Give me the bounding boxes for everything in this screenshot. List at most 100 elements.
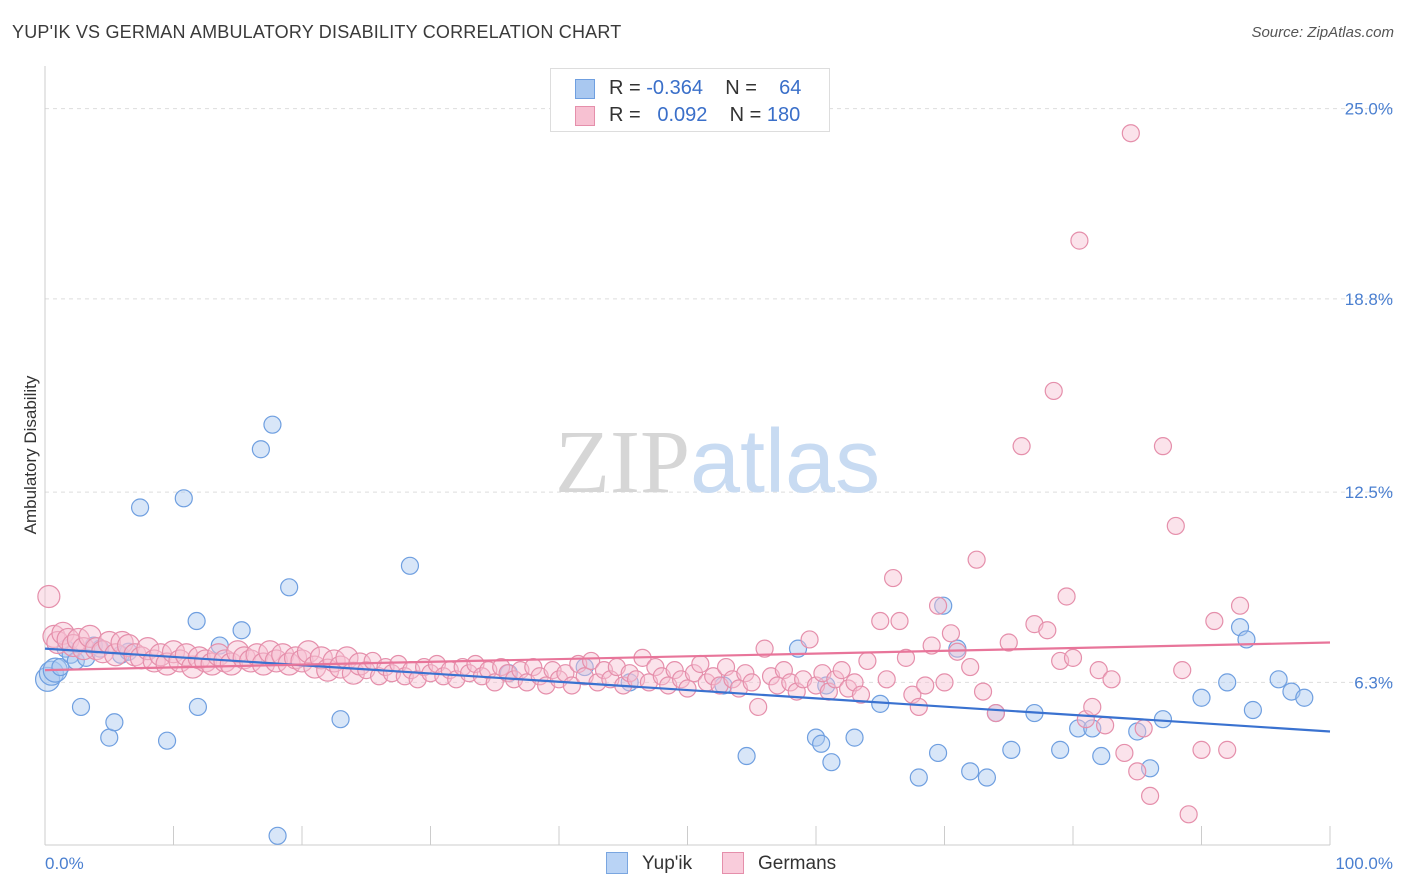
- yupik-point: [909, 768, 928, 787]
- germans-point: [1115, 743, 1134, 763]
- germans-point: [826, 670, 845, 689]
- germans-point: [922, 636, 941, 655]
- germans-point: [1038, 621, 1057, 640]
- germans-point: [226, 640, 250, 664]
- yupik-point: [822, 753, 841, 772]
- germans-point: [755, 639, 774, 658]
- watermark-zip: ZIP: [555, 413, 690, 512]
- yupik-point: [1002, 740, 1021, 759]
- germans-point: [1134, 719, 1153, 738]
- germans-point: [1012, 437, 1031, 456]
- germans-point: [42, 624, 66, 648]
- germans-point: [896, 648, 916, 667]
- yupik-point: [174, 489, 193, 508]
- germans-point: [877, 670, 896, 689]
- legend-n-label: N =: [729, 104, 762, 126]
- yupik-point: [51, 657, 70, 677]
- yupik-point: [188, 697, 208, 717]
- germans-point: [928, 596, 948, 615]
- yupik-point: [934, 596, 953, 615]
- germans-point: [1096, 716, 1115, 735]
- germans-point: [1192, 740, 1211, 759]
- germans-trendline: [44, 641, 1331, 672]
- germans-point: [71, 637, 96, 661]
- germans-point: [1089, 661, 1108, 680]
- yupik-point: [1051, 740, 1070, 759]
- watermark: ZIPatlas: [555, 412, 880, 512]
- yupik-point: [105, 713, 124, 732]
- germans-point: [691, 654, 710, 674]
- germans-point: [296, 640, 321, 664]
- germans-point: [37, 584, 61, 609]
- yupik-point: [812, 734, 831, 753]
- germans-point: [1057, 587, 1076, 606]
- source-label: Source: ZipAtlas.com: [1251, 24, 1394, 41]
- chart-title: YUP'IK VS GERMAN AMBULATORY DISABILITY C…: [12, 22, 622, 42]
- yupik-point: [268, 826, 287, 845]
- germans-point: [883, 568, 903, 588]
- legend-r-label: R =: [609, 104, 641, 126]
- germans-point: [646, 657, 665, 677]
- yupik-point: [1243, 700, 1263, 720]
- yupik-point: [251, 440, 270, 459]
- germans-point: [1140, 786, 1160, 806]
- germans-point: [1102, 670, 1121, 689]
- germans-point: [749, 697, 768, 717]
- trendlines: [44, 641, 1331, 733]
- yupik-point: [1218, 673, 1237, 692]
- yupik-point: [977, 768, 997, 787]
- germans-point: [1173, 661, 1192, 680]
- germans-point: [1128, 762, 1147, 781]
- yupik-point: [263, 415, 282, 434]
- legend-swatch-yupik: [575, 79, 595, 99]
- germans-point: [1230, 596, 1250, 615]
- yupik-point: [1295, 688, 1314, 707]
- germans-point: [582, 651, 601, 671]
- y-tick-labels: 6.3% 12.5% 18.8% 25.0%: [1345, 100, 1393, 693]
- y-tick-label: 18.8%: [1345, 290, 1393, 309]
- bottom-legend-label-yupik: Yup'ik: [642, 853, 693, 874]
- germans-point: [1121, 124, 1140, 143]
- legend-n-label: N =: [725, 77, 757, 99]
- yupik-point: [331, 710, 350, 729]
- bottom-legend-swatch-germans: [722, 852, 744, 874]
- yupik-point: [1153, 710, 1173, 729]
- germans-point: [1218, 740, 1237, 759]
- germans-point: [562, 676, 581, 695]
- legend-r-value: 0.092: [657, 104, 708, 126]
- legend-swatch-germans: [575, 106, 595, 126]
- germans-point: [678, 679, 697, 698]
- germans-point: [973, 682, 993, 701]
- germans-point: [1179, 805, 1198, 824]
- y-tick-label: 12.5%: [1345, 483, 1393, 502]
- germans-point: [78, 624, 102, 648]
- yupik-point: [1269, 670, 1288, 689]
- germans-point: [851, 685, 871, 704]
- germans-point: [704, 667, 723, 686]
- legend-r-value: -0.364: [646, 77, 703, 99]
- series-germans: [37, 124, 1250, 824]
- yupik-point: [400, 556, 420, 575]
- germans-point: [909, 697, 928, 717]
- germans-point: [84, 637, 109, 661]
- legend-n-value: 180: [766, 104, 801, 126]
- germans-point: [665, 661, 684, 680]
- germans-point: [736, 664, 755, 683]
- germans-point: [1205, 611, 1224, 631]
- germans-point: [871, 611, 890, 631]
- yupik-point: [737, 746, 756, 766]
- germans-point: [219, 652, 243, 676]
- yupik-point: [280, 578, 299, 597]
- yupik-point: [1069, 719, 1088, 738]
- germans-point: [1083, 697, 1102, 717]
- yupik-point: [1092, 746, 1111, 766]
- yupik-trendline: [44, 647, 1331, 733]
- bottom-legend-swatch-yupik: [606, 852, 628, 874]
- yupik-point: [928, 743, 948, 763]
- axes: [44, 66, 1331, 846]
- germans-point: [916, 676, 935, 695]
- legend-r-label: R =: [609, 77, 641, 99]
- germans-point: [961, 657, 980, 677]
- bottom-legend-label-germans: Germans: [758, 853, 837, 874]
- yupik-point: [130, 498, 150, 517]
